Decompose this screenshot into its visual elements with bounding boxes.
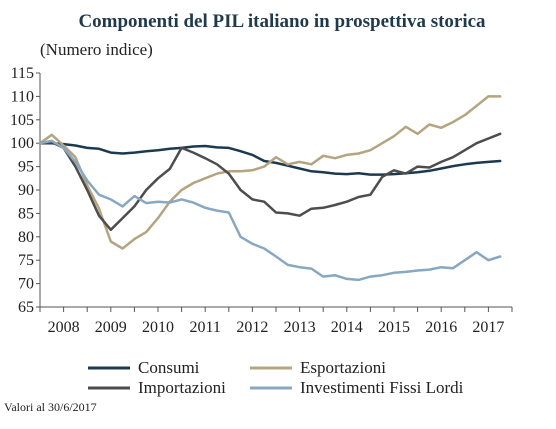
series-line-2 — [38, 95, 502, 250]
x-tick-label: 2014 — [331, 319, 363, 336]
chart-subtitle: (Numero indice) — [40, 40, 153, 59]
x-tick-label: 2008 — [48, 319, 80, 336]
x-tick-label: 2016 — [425, 319, 457, 336]
y-tick-label: 85 — [18, 205, 34, 222]
series-line-4 — [38, 139, 502, 282]
footnote: Valori al 30/6/2017 — [4, 400, 97, 414]
x-tick-label: 2015 — [378, 319, 410, 336]
series-line-1 — [38, 141, 502, 176]
y-tick-label: 95 — [18, 159, 34, 176]
y-tick-label: 80 — [18, 229, 34, 246]
x-tick-label: 2011 — [189, 319, 220, 336]
y-tick-label: 105 — [10, 112, 34, 129]
series-lines — [38, 95, 502, 282]
x-tick-label: 2010 — [142, 319, 174, 336]
legend-label-3: Importazioni — [138, 378, 226, 397]
x-tick-label: 2017 — [472, 319, 504, 336]
legend-label-4: Investimenti Fissi Lordi — [300, 378, 464, 397]
chart-title: Componenti del PIL italiano in prospetti… — [78, 11, 486, 32]
x-tick-label: 2009 — [95, 319, 127, 336]
y-tick-label: 75 — [18, 252, 34, 269]
x-tick-label: 2013 — [284, 319, 316, 336]
y-tick-label: 100 — [10, 135, 34, 152]
legend-label-1: Consumi — [138, 358, 200, 377]
legend-label-2: Esportazioni — [300, 358, 386, 377]
y-tick-label: 70 — [18, 276, 34, 293]
legend: Consumi Esportazioni Importazioni Investime… — [88, 358, 464, 397]
x-tick-label: 2012 — [236, 319, 268, 336]
y-tick-label: 115 — [11, 65, 34, 82]
axes: 65 70 75 80 85 90 95 100 105 110 115 2008 2009 2010 20… — [10, 65, 513, 336]
y-tick-label: 65 — [18, 299, 34, 316]
series-line-3 — [38, 132, 502, 232]
y-tick-label: 110 — [11, 88, 34, 105]
y-tick-label: 90 — [18, 182, 34, 199]
